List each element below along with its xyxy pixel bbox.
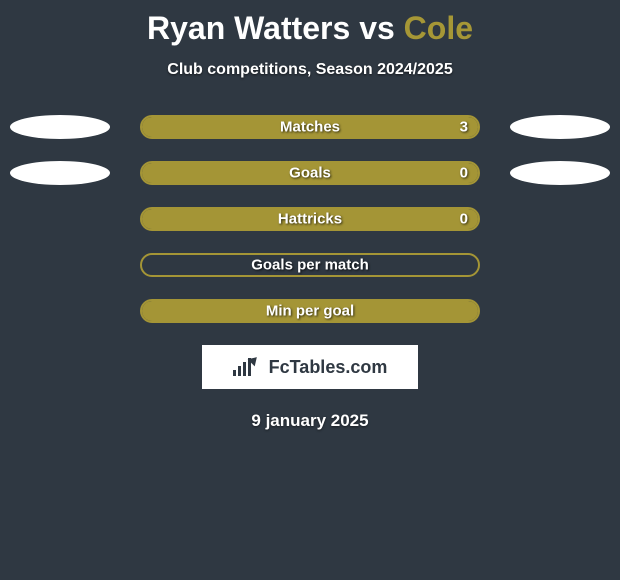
bar-value: 0 [460,165,468,182]
logo-text: FcTables.com [269,357,388,378]
logo-box: FcTables.com [202,345,418,389]
right-spacer [510,207,610,231]
vs-text: vs [359,10,395,46]
right-ellipse [510,161,610,185]
stat-row: Hattricks 0 [0,207,620,231]
left-ellipse [10,115,110,139]
stat-row: Goals 0 [0,161,620,185]
left-spacer [10,253,110,277]
stat-row: Goals per match [0,253,620,277]
logo: FcTables.com [233,357,388,378]
stat-bar: Matches 3 [140,115,480,139]
bar-label: Goals [289,165,331,182]
left-spacer [10,299,110,323]
stat-bar: Goals per match [140,253,480,277]
stat-bar: Goals 0 [140,161,480,185]
left-ellipse [10,161,110,185]
bar-value: 3 [460,119,468,136]
bar-label: Hattricks [278,211,342,228]
bar-label: Goals per match [251,257,369,274]
stat-row: Min per goal [0,299,620,323]
right-spacer [510,299,610,323]
player2-name: Cole [404,10,473,46]
stat-row: Matches 3 [0,115,620,139]
bar-value: 0 [460,211,468,228]
date-text: 9 january 2025 [0,411,620,431]
stat-bar: Hattricks 0 [140,207,480,231]
stat-bar: Min per goal [140,299,480,323]
bar-label: Min per goal [266,303,354,320]
right-ellipse [510,115,610,139]
stat-rows: Matches 3 Goals 0 Hattricks 0 Goals per match M… [0,115,620,323]
comparison-title: Ryan Watters vs Cole [0,0,620,47]
player1-name: Ryan Watters [147,10,350,46]
bar-label: Matches [280,119,340,136]
right-spacer [510,253,610,277]
chart-icon [233,358,265,376]
left-spacer [10,207,110,231]
subtitle: Club competitions, Season 2024/2025 [0,61,620,79]
